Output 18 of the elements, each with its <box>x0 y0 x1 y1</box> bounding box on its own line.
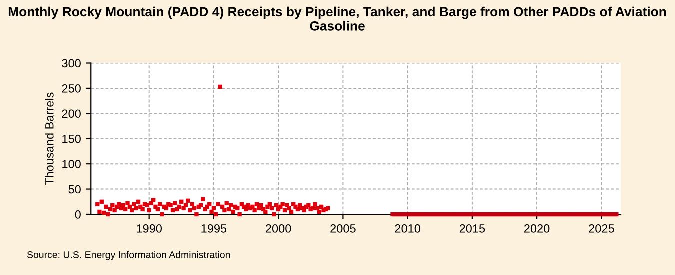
y-axis-title: Thousand Barrels <box>45 92 54 186</box>
y-tick-label: 50 <box>68 185 81 194</box>
x-tick-label: 2000 <box>266 224 292 233</box>
y-tick-label: 300 <box>62 59 81 68</box>
y-tick-label: 100 <box>62 160 81 168</box>
y-tick-label: 0 <box>75 210 81 219</box>
x-tick-label: 2015 <box>460 224 486 233</box>
y-tick-label: 200 <box>62 110 81 118</box>
x-tick-label: 2010 <box>395 224 420 233</box>
x-tick-label: 1995 <box>202 224 227 233</box>
x-tick-label: 1990 <box>137 224 162 233</box>
y-tick-label: 250 <box>62 84 81 93</box>
x-tick-label: 2020 <box>524 224 550 233</box>
x-tick-label: 2025 <box>589 224 614 233</box>
source-note: Source: U.S. Energy Information Administration <box>27 251 230 260</box>
x-tick-label: 2005 <box>330 224 356 233</box>
y-tick-label: 150 <box>62 134 81 144</box>
chart-title: Monthly Rocky Mountain (PADD 4) Receipts by Pipeline, Tanker, and Barge from Other PADDs of Aviation Gasoline <box>8 6 666 31</box>
